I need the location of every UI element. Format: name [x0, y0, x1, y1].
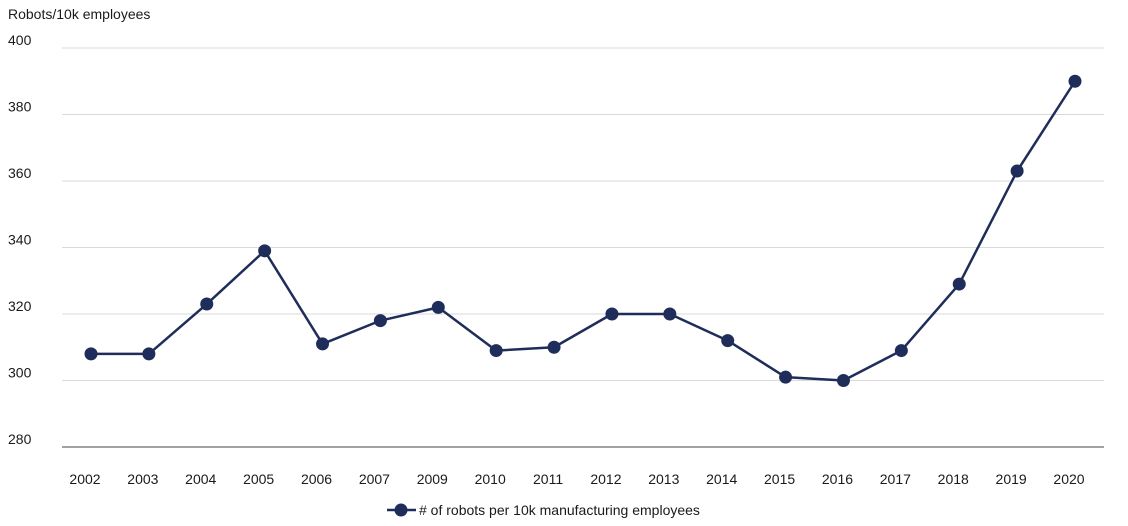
x-tick-label: 2003: [127, 471, 158, 487]
x-tick-label: 2019: [996, 471, 1027, 487]
y-tick-label: 300: [8, 365, 32, 381]
legend-label: # of robots per 10k manufacturing employ…: [419, 502, 700, 518]
y-tick-label: 360: [8, 165, 32, 181]
data-point: [84, 347, 98, 361]
x-tick-label: 2002: [69, 471, 100, 487]
x-tick-label: 2012: [590, 471, 621, 487]
y-tick-label: 380: [8, 99, 32, 115]
y-tick-label: 340: [8, 232, 32, 248]
x-tick-label: 2006: [301, 471, 332, 487]
x-tick-label: 2005: [243, 471, 274, 487]
data-point: [258, 244, 272, 258]
data-point: [316, 337, 330, 351]
y-axis-label: Robots/10k employees: [8, 6, 151, 22]
data-point: [489, 344, 503, 358]
data-point: [373, 314, 387, 328]
x-tick-label: 2010: [475, 471, 506, 487]
data-point: [721, 334, 735, 348]
x-tick-label: 2014: [706, 471, 737, 487]
y-tick-labels: 280 300 320 340 360 380 400: [8, 32, 32, 447]
legend: # of robots per 10k manufacturing employ…: [387, 502, 700, 518]
data-point: [547, 340, 561, 354]
data-point: [663, 307, 677, 321]
data-point: [952, 277, 966, 291]
y-tick-label: 320: [8, 298, 32, 314]
x-tick-label: 2020: [1053, 471, 1084, 487]
x-tick-label: 2004: [185, 471, 216, 487]
legend-point-marker: [394, 503, 408, 517]
x-tick-label: 2007: [359, 471, 390, 487]
data-point: [605, 307, 619, 321]
x-tick-labels: 2002 2003 2004 2005 2006 2007 2009 2010 2011 2012…: [69, 471, 1084, 487]
x-tick-label: 2018: [938, 471, 969, 487]
data-point: [836, 374, 850, 387]
data-point: [779, 370, 793, 384]
x-tick-label: 2016: [822, 471, 853, 487]
data-point: [200, 297, 214, 311]
data-point: [1010, 164, 1024, 178]
y-tick-label: 400: [8, 32, 32, 48]
x-tick-label: 2013: [648, 471, 679, 487]
data-point: [431, 300, 445, 314]
data-point: [894, 344, 908, 358]
x-tick-label: 2017: [880, 471, 911, 487]
data-point: [142, 347, 156, 361]
x-tick-label: 2009: [417, 471, 448, 487]
x-tick-label: 2015: [764, 471, 795, 487]
series-line-layer: [91, 80, 1077, 382]
gridlines: [62, 47, 1104, 448]
data-points: [84, 74, 1082, 387]
y-tick-label: 280: [8, 431, 32, 447]
series-line: [91, 80, 1077, 382]
data-point: [1068, 74, 1082, 88]
x-tick-label: 2011: [533, 471, 563, 487]
